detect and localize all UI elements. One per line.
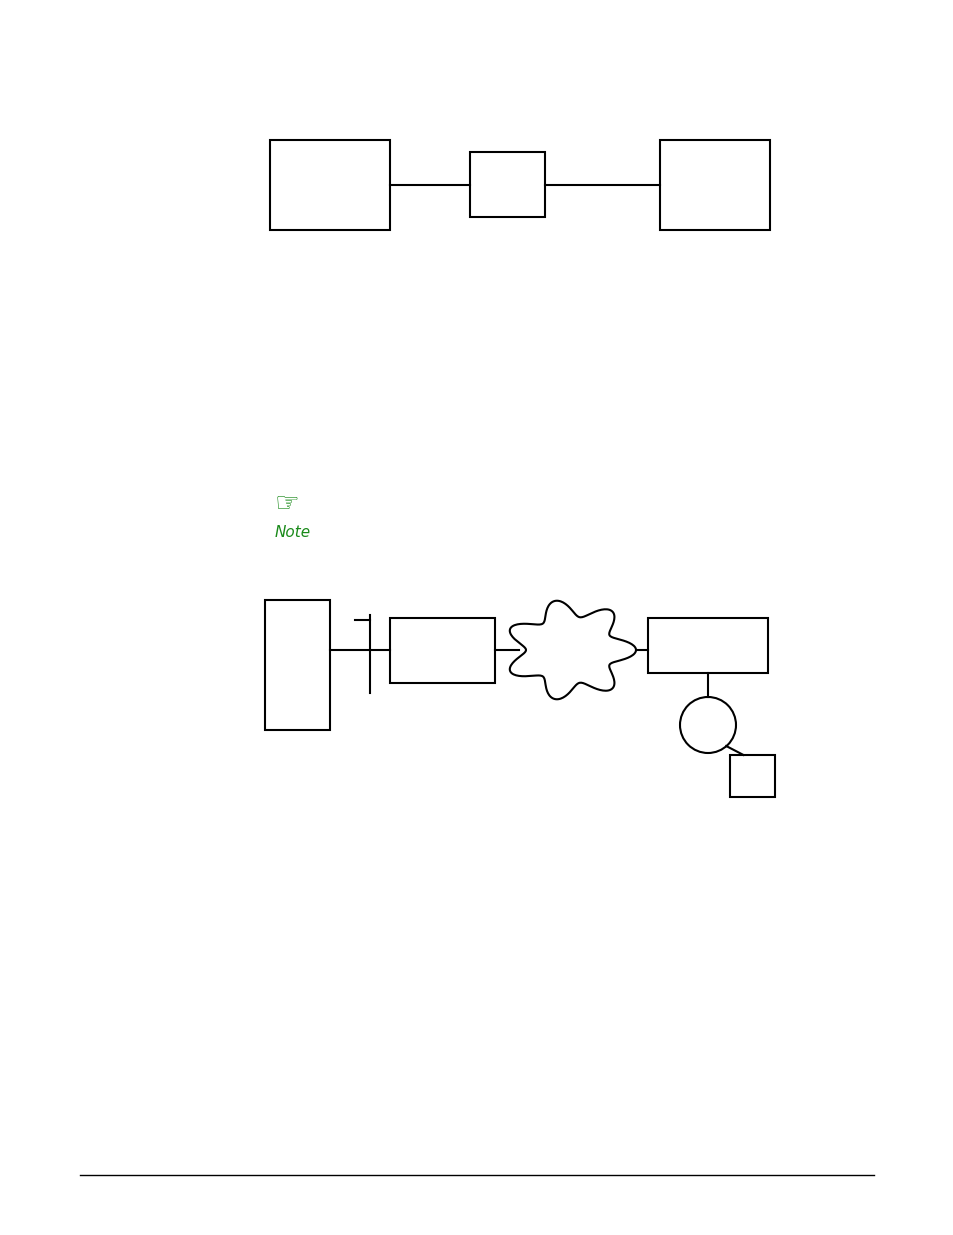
Bar <box>647 618 767 673</box>
Text: ☞: ☞ <box>274 490 299 517</box>
Text: Note: Note <box>274 525 311 540</box>
Bar <box>470 152 544 217</box>
Bar <box>659 140 769 230</box>
Bar <box>265 600 330 730</box>
Circle shape <box>679 697 735 753</box>
Polygon shape <box>509 600 636 699</box>
Bar <box>270 140 390 230</box>
Bar <box>729 755 774 797</box>
Bar <box>390 618 495 683</box>
